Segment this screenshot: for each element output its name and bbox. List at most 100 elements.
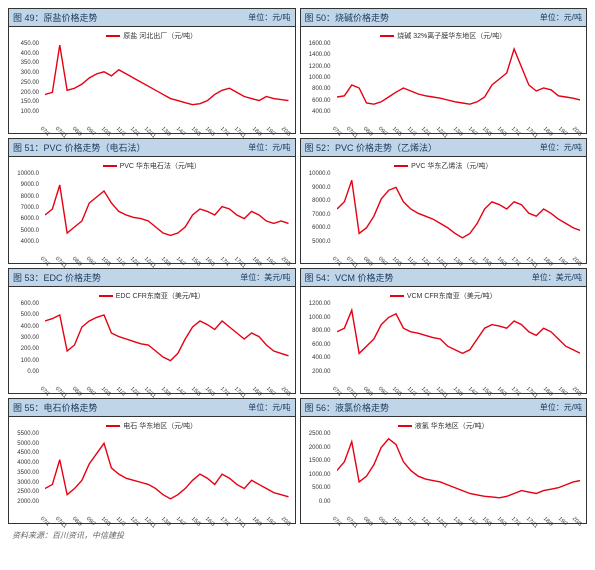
x-tick: 14/7 (466, 386, 478, 398)
y-tick: 500.00 (301, 485, 331, 491)
x-tick: 10/5 (391, 386, 403, 398)
chart-header: 图 53：EDC 价格走势单位：美元/吨 (9, 269, 295, 287)
chart-c55: 图 55：电石价格走势单位：元/吨电石 华东地区（元/吨）5500.005000… (8, 398, 296, 524)
x-tick: 09/7 (85, 126, 97, 138)
y-tick: 150.00 (9, 99, 39, 105)
legend: 原盐 河北出厂（元/吨） (13, 31, 291, 41)
x-tick: 14/7 (466, 126, 478, 138)
plot-area (45, 173, 289, 245)
chart-title: 图 49：原盐价格走势 (13, 11, 98, 24)
y-tick: 7000.0 (9, 205, 39, 211)
legend: 烧碱 32%离子膜华东地区（元/吨） (305, 31, 583, 41)
x-tick: 20/5 (571, 516, 583, 528)
y-tick: 800.00 (301, 328, 331, 334)
y-tick: 3000.00 (9, 480, 39, 486)
legend-mark (380, 35, 394, 37)
x-tick: 17/1 (510, 386, 522, 398)
x-tick: 10/5 (391, 126, 403, 138)
chart-title: 图 51：PVC 价格走势（电石法） (13, 141, 146, 154)
plot-area (337, 303, 581, 375)
plot-area (45, 433, 289, 505)
x-tick: 18/9 (542, 256, 554, 268)
x-axis: 07/107/1108/909/710/511/312/112/1113/914… (333, 125, 585, 131)
chart-c51: 图 51：PVC 价格走势（电石法）单位：元/吨PVC 华东电石法（元/吨）10… (8, 138, 296, 264)
legend: 电石 华东地区（元/吨） (13, 421, 291, 431)
x-tick: 14/7 (175, 256, 187, 268)
x-tick: 14/7 (175, 126, 187, 138)
y-axis: 10000.09000.08000.07000.06000.05000.0400… (9, 171, 39, 245)
chart-body: EDC CFR东南亚（美元/吨）600.00500.00400.00300.00… (9, 287, 295, 393)
x-tick: 19/7 (557, 386, 569, 398)
chart-header: 图 56：液氯价格走势单位：元/吨 (301, 399, 587, 417)
chart-c52: 图 52：PVC 价格走势（乙烯法）单位：元/吨PVC 华东乙烯法（元/吨）10… (300, 138, 588, 264)
x-tick: 16/3 (496, 516, 508, 528)
x-tick: 13/9 (160, 256, 172, 268)
y-tick: 200.00 (9, 346, 39, 352)
line-chart-svg (45, 43, 289, 115)
chart-unit: 单位：元/吨 (540, 142, 582, 153)
y-tick: 1200.00 (301, 64, 331, 70)
chart-container: 图 49：原盐价格走势单位：元/吨原盐 河北出厂（元/吨）450.00400.0… (0, 0, 595, 549)
chart-c54: 图 54：VCM 价格走势单位：美元/吨VCM CFR东南亚（美元/吨）1200… (300, 268, 588, 394)
x-tick: 08/9 (71, 516, 83, 528)
x-axis: 07/107/1108/909/710/511/312/112/1113/914… (333, 385, 585, 391)
x-tick: 09/7 (85, 386, 97, 398)
y-tick: 400.00 (301, 109, 331, 115)
x-tick: 11/3 (114, 516, 126, 528)
y-tick: 2500.00 (301, 431, 331, 437)
x-tick: 16/3 (204, 126, 216, 138)
chart-header: 图 50：烧碱价格走势单位：元/吨 (301, 9, 587, 27)
x-tick: 14/7 (175, 516, 187, 528)
x-tick: 17/1 (219, 516, 231, 528)
chart-body: PVC 华东电石法（元/吨）10000.09000.08000.07000.06… (9, 157, 295, 263)
x-tick: 07/11 (345, 516, 359, 530)
x-tick: 13/9 (452, 126, 464, 138)
x-tick: 12/1 (420, 516, 432, 528)
x-tick: 09/7 (85, 256, 97, 268)
line-chart-svg (337, 433, 581, 505)
chart-title: 图 52：PVC 价格走势（乙烯法） (305, 141, 438, 154)
x-tick: 10/5 (100, 386, 112, 398)
y-tick: 300.00 (9, 70, 39, 76)
x-tick: 13/9 (160, 126, 172, 138)
x-tick: 18/9 (250, 516, 262, 528)
x-tick: 08/9 (71, 256, 83, 268)
x-tick: 17/1 (510, 516, 522, 528)
x-tick: 11/3 (114, 256, 126, 268)
chart-c53: 图 53：EDC 价格走势单位：美元/吨EDC CFR东南亚（美元/吨）600.… (8, 268, 296, 394)
x-tick: 12/1 (129, 516, 141, 528)
y-tick: 600.00 (301, 98, 331, 104)
x-tick: 11/3 (406, 256, 418, 268)
y-tick: 6000.0 (9, 216, 39, 222)
x-tick: 18/9 (542, 386, 554, 398)
x-tick: 15/5 (190, 516, 202, 528)
plot-area (337, 173, 581, 245)
legend-mark (103, 165, 117, 167)
x-tick: 14/7 (466, 256, 478, 268)
chart-unit: 单位：美元/吨 (532, 272, 582, 283)
legend-mark (106, 425, 120, 427)
x-tick: 16/3 (496, 386, 508, 398)
y-tick: 800.00 (301, 86, 331, 92)
x-tick: 07/11 (53, 516, 67, 530)
chart-body: 烧碱 32%离子膜华东地区（元/吨）1600.001400.001200.001… (301, 27, 587, 133)
chart-c56: 图 56：液氯价格走势单位：元/吨液氯 华东地区（元/吨）2500.002000… (300, 398, 588, 524)
legend: PVC 华东电石法（元/吨） (13, 161, 291, 171)
y-tick: 10000.0 (301, 171, 331, 177)
y-tick: 5000.00 (9, 441, 39, 447)
y-tick: 2000.00 (301, 445, 331, 451)
y-tick: 100.00 (9, 109, 39, 115)
x-tick: 18/9 (250, 386, 262, 398)
x-axis: 07/107/1108/909/710/511/312/112/1113/914… (41, 515, 293, 521)
x-axis: 07/107/1108/909/710/511/312/112/1113/914… (41, 385, 293, 391)
x-tick: 15/5 (190, 386, 202, 398)
x-tick: 12/1 (420, 126, 432, 138)
y-tick: 4000.00 (9, 460, 39, 466)
chart-body: 电石 华东地区（元/吨）5500.005000.004500.004000.00… (9, 417, 295, 523)
plot-area (45, 43, 289, 115)
x-tick: 12/1 (420, 256, 432, 268)
x-tick: 19/7 (265, 386, 277, 398)
y-tick: 10000.0 (9, 171, 39, 177)
y-tick: 400.00 (9, 51, 39, 57)
x-tick: 18/9 (542, 516, 554, 528)
